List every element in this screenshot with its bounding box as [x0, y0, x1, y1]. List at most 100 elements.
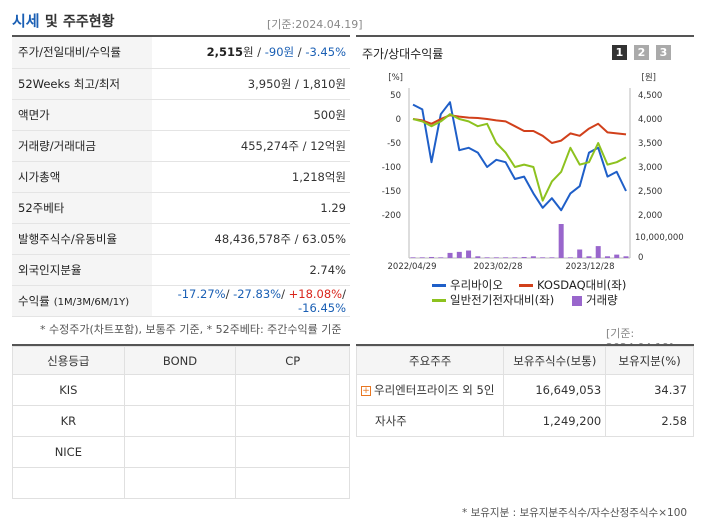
- y-right-tick-label: 3,000: [638, 163, 662, 173]
- table-row: NICE: [12, 436, 350, 468]
- holders-divider: [356, 344, 694, 346]
- volume-bar: [521, 256, 527, 258]
- legend-swatch: [519, 284, 533, 287]
- chart-title: 주가/상대수익률: [362, 47, 444, 61]
- holder-name-cell[interactable]: + 우리엔터프라이즈 외 5인: [355, 374, 505, 406]
- volume-bar: [466, 250, 472, 258]
- table-cell: [235, 436, 350, 468]
- x-tick-label: 2023/02/28: [474, 262, 523, 270]
- info-value: 48,436,578주 / 63.05%: [152, 223, 350, 255]
- table-cell: KIS: [12, 374, 125, 406]
- volume-bar: [512, 257, 518, 258]
- info-row: 액면가 500원: [12, 99, 350, 131]
- table-cell: NICE: [12, 436, 125, 468]
- info-label: 수익률 (1M/3M/6M/1Y): [12, 285, 152, 317]
- info-row: 주가/전일대비/수익률 2,515원 / -90원 / -3.45%: [12, 37, 350, 69]
- volume-bar: [586, 256, 592, 258]
- chart-tab-1[interactable]: 1: [612, 45, 627, 60]
- volume-bar: [577, 249, 583, 258]
- info-value: 500원: [152, 99, 350, 131]
- chart-tabs: 1 2 3: [612, 45, 671, 60]
- page-title: 시세 및 주주현황: [12, 12, 115, 30]
- info-row: 발행주식수/유동비율 48,436,578주 / 63.05%: [12, 223, 350, 255]
- y-right-tick-label: 4,000: [638, 115, 662, 125]
- footnote-left: * 수정주가(차트포함), 보통주 기준, * 52주베타: 주간수익률 기준: [40, 323, 342, 336]
- volume-bar: [604, 256, 610, 258]
- volume-bar: [595, 246, 601, 258]
- major-holders-table: 주요주주 보유주식수(보통) 보유지분(%) + 우리엔터프라이즈 외 5인 16,…: [355, 346, 694, 437]
- chart-tab-3[interactable]: 3: [656, 45, 671, 60]
- y-right-tick-label: 2,000: [638, 211, 662, 221]
- holders-header-pct: 보유지분(%): [605, 346, 694, 375]
- volume-bar: [456, 251, 462, 258]
- info-value: 1,218억원: [152, 161, 350, 193]
- y-right-tick-label: 2,500: [638, 187, 662, 197]
- volume-bar: [549, 257, 555, 258]
- y-left-tick-label: -100: [382, 163, 401, 173]
- volume-bar: [623, 256, 629, 258]
- table-row: + 우리엔터프라이즈 외 5인 16,649,053 34.37: [355, 374, 694, 406]
- expand-icon[interactable]: +: [361, 385, 371, 396]
- legend-item-stock: 우리바이오: [432, 277, 503, 293]
- series-line-0: [412, 101, 627, 212]
- holder-name-cell: 자사주: [355, 405, 505, 437]
- right-axis-unit: [원]: [642, 73, 656, 83]
- left-axis-unit: [%]: [388, 73, 403, 83]
- y-left-tick-label: -50: [387, 139, 401, 149]
- y-left-tick-label: 0: [396, 115, 401, 125]
- table-row: KIS: [12, 374, 350, 406]
- volume-bar: [429, 256, 435, 258]
- volume-bar: [540, 257, 546, 258]
- volume-bar: [447, 252, 453, 258]
- volume-zero-label: 0: [638, 253, 643, 263]
- volume-bar: [493, 257, 499, 258]
- volume-bar: [530, 256, 536, 258]
- volume-bar: [484, 257, 490, 258]
- y-right-tick-label: 3,500: [638, 139, 662, 149]
- info-label: 액면가: [12, 99, 152, 131]
- chart-divider: [356, 35, 694, 37]
- holders-header-name: 주요주주: [355, 346, 505, 375]
- legend-swatch: [432, 299, 446, 302]
- info-label: 거래량/거래대금: [12, 130, 152, 162]
- stock-info-table: 주가/전일대비/수익률 2,515원 / -90원 / -3.45% 52Weeks…: [12, 37, 350, 317]
- x-tick-label: 2023/12/28: [566, 262, 615, 270]
- table-row: KR: [12, 405, 350, 437]
- info-label: 외국인지분율: [12, 254, 152, 286]
- info-label: 주가/전일대비/수익률: [12, 37, 152, 69]
- volume-bar: [503, 257, 509, 258]
- info-label: 시가총액: [12, 161, 152, 193]
- info-value: -17.27%/ -27.83%/ +18.08%/ -16.45%: [152, 285, 350, 317]
- table-cell: [123, 467, 237, 499]
- volume-bar: [567, 257, 573, 258]
- table-cell: [235, 374, 350, 406]
- holders-header-shares: 보유주식수(보통): [503, 346, 607, 375]
- info-row: 거래량/거래대금 455,274주 / 12억원: [12, 130, 350, 162]
- info-value: 2.74%: [152, 254, 350, 286]
- table-cell: [235, 405, 350, 437]
- info-row: 52Weeks 최고/최저 3,950원 / 1,810원: [12, 68, 350, 100]
- info-label: 발행주식수/유동비율: [12, 223, 152, 255]
- y-right-tick-label: 4,500: [638, 91, 662, 101]
- credit-divider: [12, 344, 350, 346]
- stock-chart: [%] [원] 50 0 -50 -100 -150 -200 4,500 4,000 3,500 3…: [382, 73, 684, 270]
- volume-bar: [558, 224, 564, 258]
- volume-bar: [438, 257, 444, 258]
- volume-bar: [614, 254, 620, 258]
- y-left-tick-label: 50: [390, 91, 401, 101]
- table-row: [12, 467, 350, 499]
- table-cell: [123, 436, 237, 468]
- volume-bar: [475, 256, 481, 258]
- legend-item-volume: 거래량: [572, 292, 618, 308]
- holder-pct-cell: 2.58: [605, 405, 694, 437]
- table-cell: [12, 467, 125, 499]
- volume-bar: [419, 257, 425, 258]
- info-row: 52주베타 1.29: [12, 192, 350, 224]
- info-value: 455,274주 / 12억원: [152, 130, 350, 162]
- table-cell: KR: [12, 405, 125, 437]
- series-line-2: [412, 113, 627, 202]
- chart-tab-2[interactable]: 2: [634, 45, 649, 60]
- info-row: 시가총액 1,218억원: [12, 161, 350, 193]
- credit-header-cp: CP: [235, 346, 350, 375]
- info-value: 3,950원 / 1,810원: [152, 68, 350, 100]
